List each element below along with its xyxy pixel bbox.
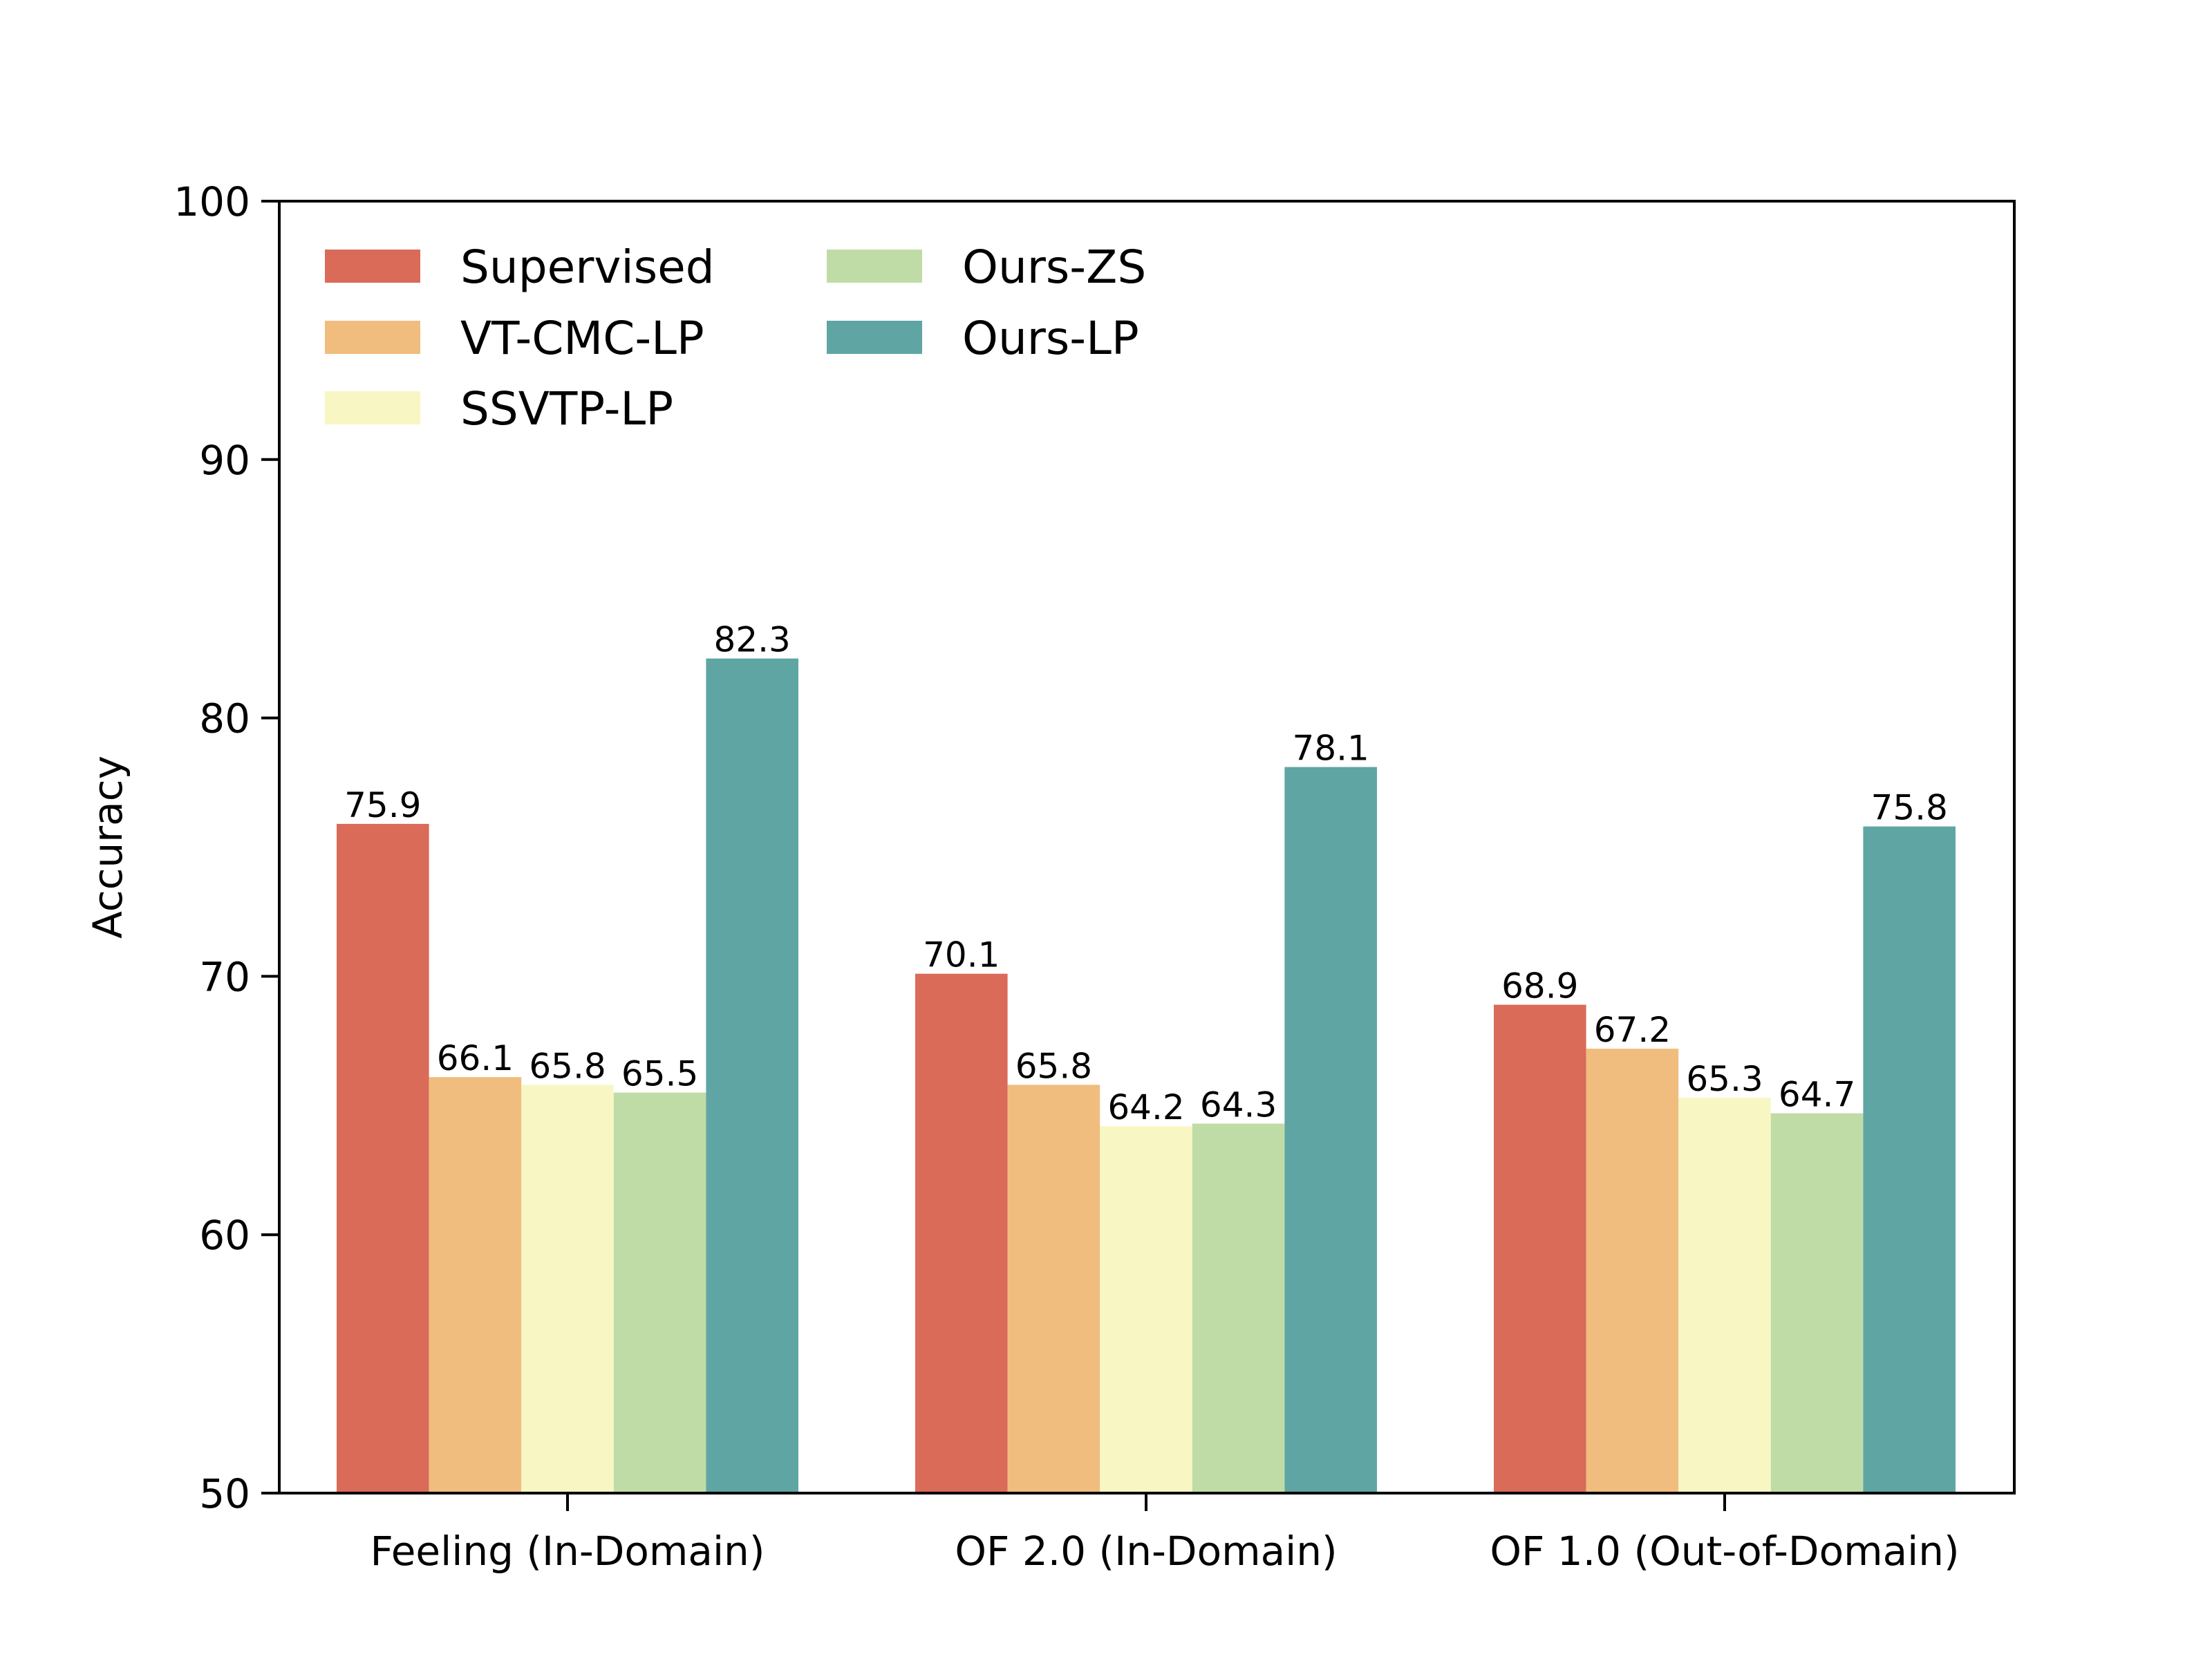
y-tick-label: 80: [199, 695, 250, 742]
y-axis-title: Accuracy: [84, 756, 131, 939]
data-label: 67.2: [1594, 1010, 1671, 1050]
data-label: 82.3: [714, 620, 791, 660]
bar: [429, 1077, 522, 1493]
y-tick-label: 60: [199, 1212, 250, 1259]
legend-swatch: [827, 250, 922, 283]
y-tick-label: 90: [199, 437, 250, 484]
x-tick-label: Feeling (In-Domain): [371, 1528, 765, 1575]
legend-label: SSVTP-LP: [460, 382, 673, 435]
x-axis: Feeling (In-Domain) OF 2.0 (In-Domain) OF …: [371, 1493, 1960, 1575]
bar: [1863, 826, 1956, 1493]
bar: [1770, 1113, 1864, 1493]
legend-label: VT-CMC-LP: [460, 312, 704, 365]
legend-label: Ours-LP: [962, 312, 1139, 365]
data-label: 64.2: [1107, 1087, 1184, 1127]
bar: [337, 823, 429, 1493]
data-label: 64.3: [1200, 1085, 1277, 1125]
bar: [1100, 1126, 1192, 1493]
y-tick-label: 70: [199, 953, 250, 1000]
data-label: 78.1: [1293, 729, 1369, 769]
bar: [613, 1092, 706, 1493]
bar: [1678, 1098, 1771, 1493]
legend-swatch: [325, 250, 420, 283]
data-label: 70.1: [923, 935, 1000, 975]
data-label: 65.3: [1686, 1059, 1763, 1099]
bar: [1494, 1004, 1586, 1493]
bar: [706, 658, 798, 1493]
data-label: 66.1: [437, 1038, 514, 1078]
legend: Supervised VT-CMC-LP SSVTP-LP Ours-ZS Ours-L…: [325, 241, 1146, 435]
legend-swatch: [827, 321, 922, 354]
data-labels-layer: 75.9 70.1 68.9 66.1 65.8 67.2 65.8 64.2 65.3 65.5…: [344, 620, 1948, 1128]
y-tick-label: 50: [199, 1470, 250, 1517]
data-label: 75.8: [1871, 788, 1948, 828]
data-label: 64.7: [1779, 1075, 1855, 1115]
legend-label: Ours-ZS: [962, 241, 1146, 294]
x-tick-label: OF 2.0 (In-Domain): [955, 1528, 1337, 1575]
data-label: 65.8: [1015, 1046, 1092, 1086]
data-label: 65.8: [529, 1046, 606, 1086]
data-label: 75.9: [344, 785, 421, 825]
bar: [521, 1085, 614, 1493]
bars-layer: [337, 658, 1956, 1493]
bar: [1586, 1049, 1679, 1493]
data-label: 68.9: [1501, 966, 1578, 1006]
bar: [915, 973, 1008, 1493]
data-label: 65.5: [621, 1054, 698, 1094]
bar: [1284, 767, 1377, 1493]
legend-label: Supervised: [460, 241, 715, 294]
bar: [1007, 1085, 1100, 1493]
legend-swatch: [325, 321, 420, 354]
legend-swatch: [325, 391, 420, 424]
bar: [1192, 1123, 1285, 1493]
x-tick-label: OF 1.0 (Out-of-Domain): [1490, 1528, 1959, 1575]
y-tick-label: 100: [174, 178, 250, 225]
y-axis: 50 60 70 80 90 100: [174, 178, 279, 1517]
